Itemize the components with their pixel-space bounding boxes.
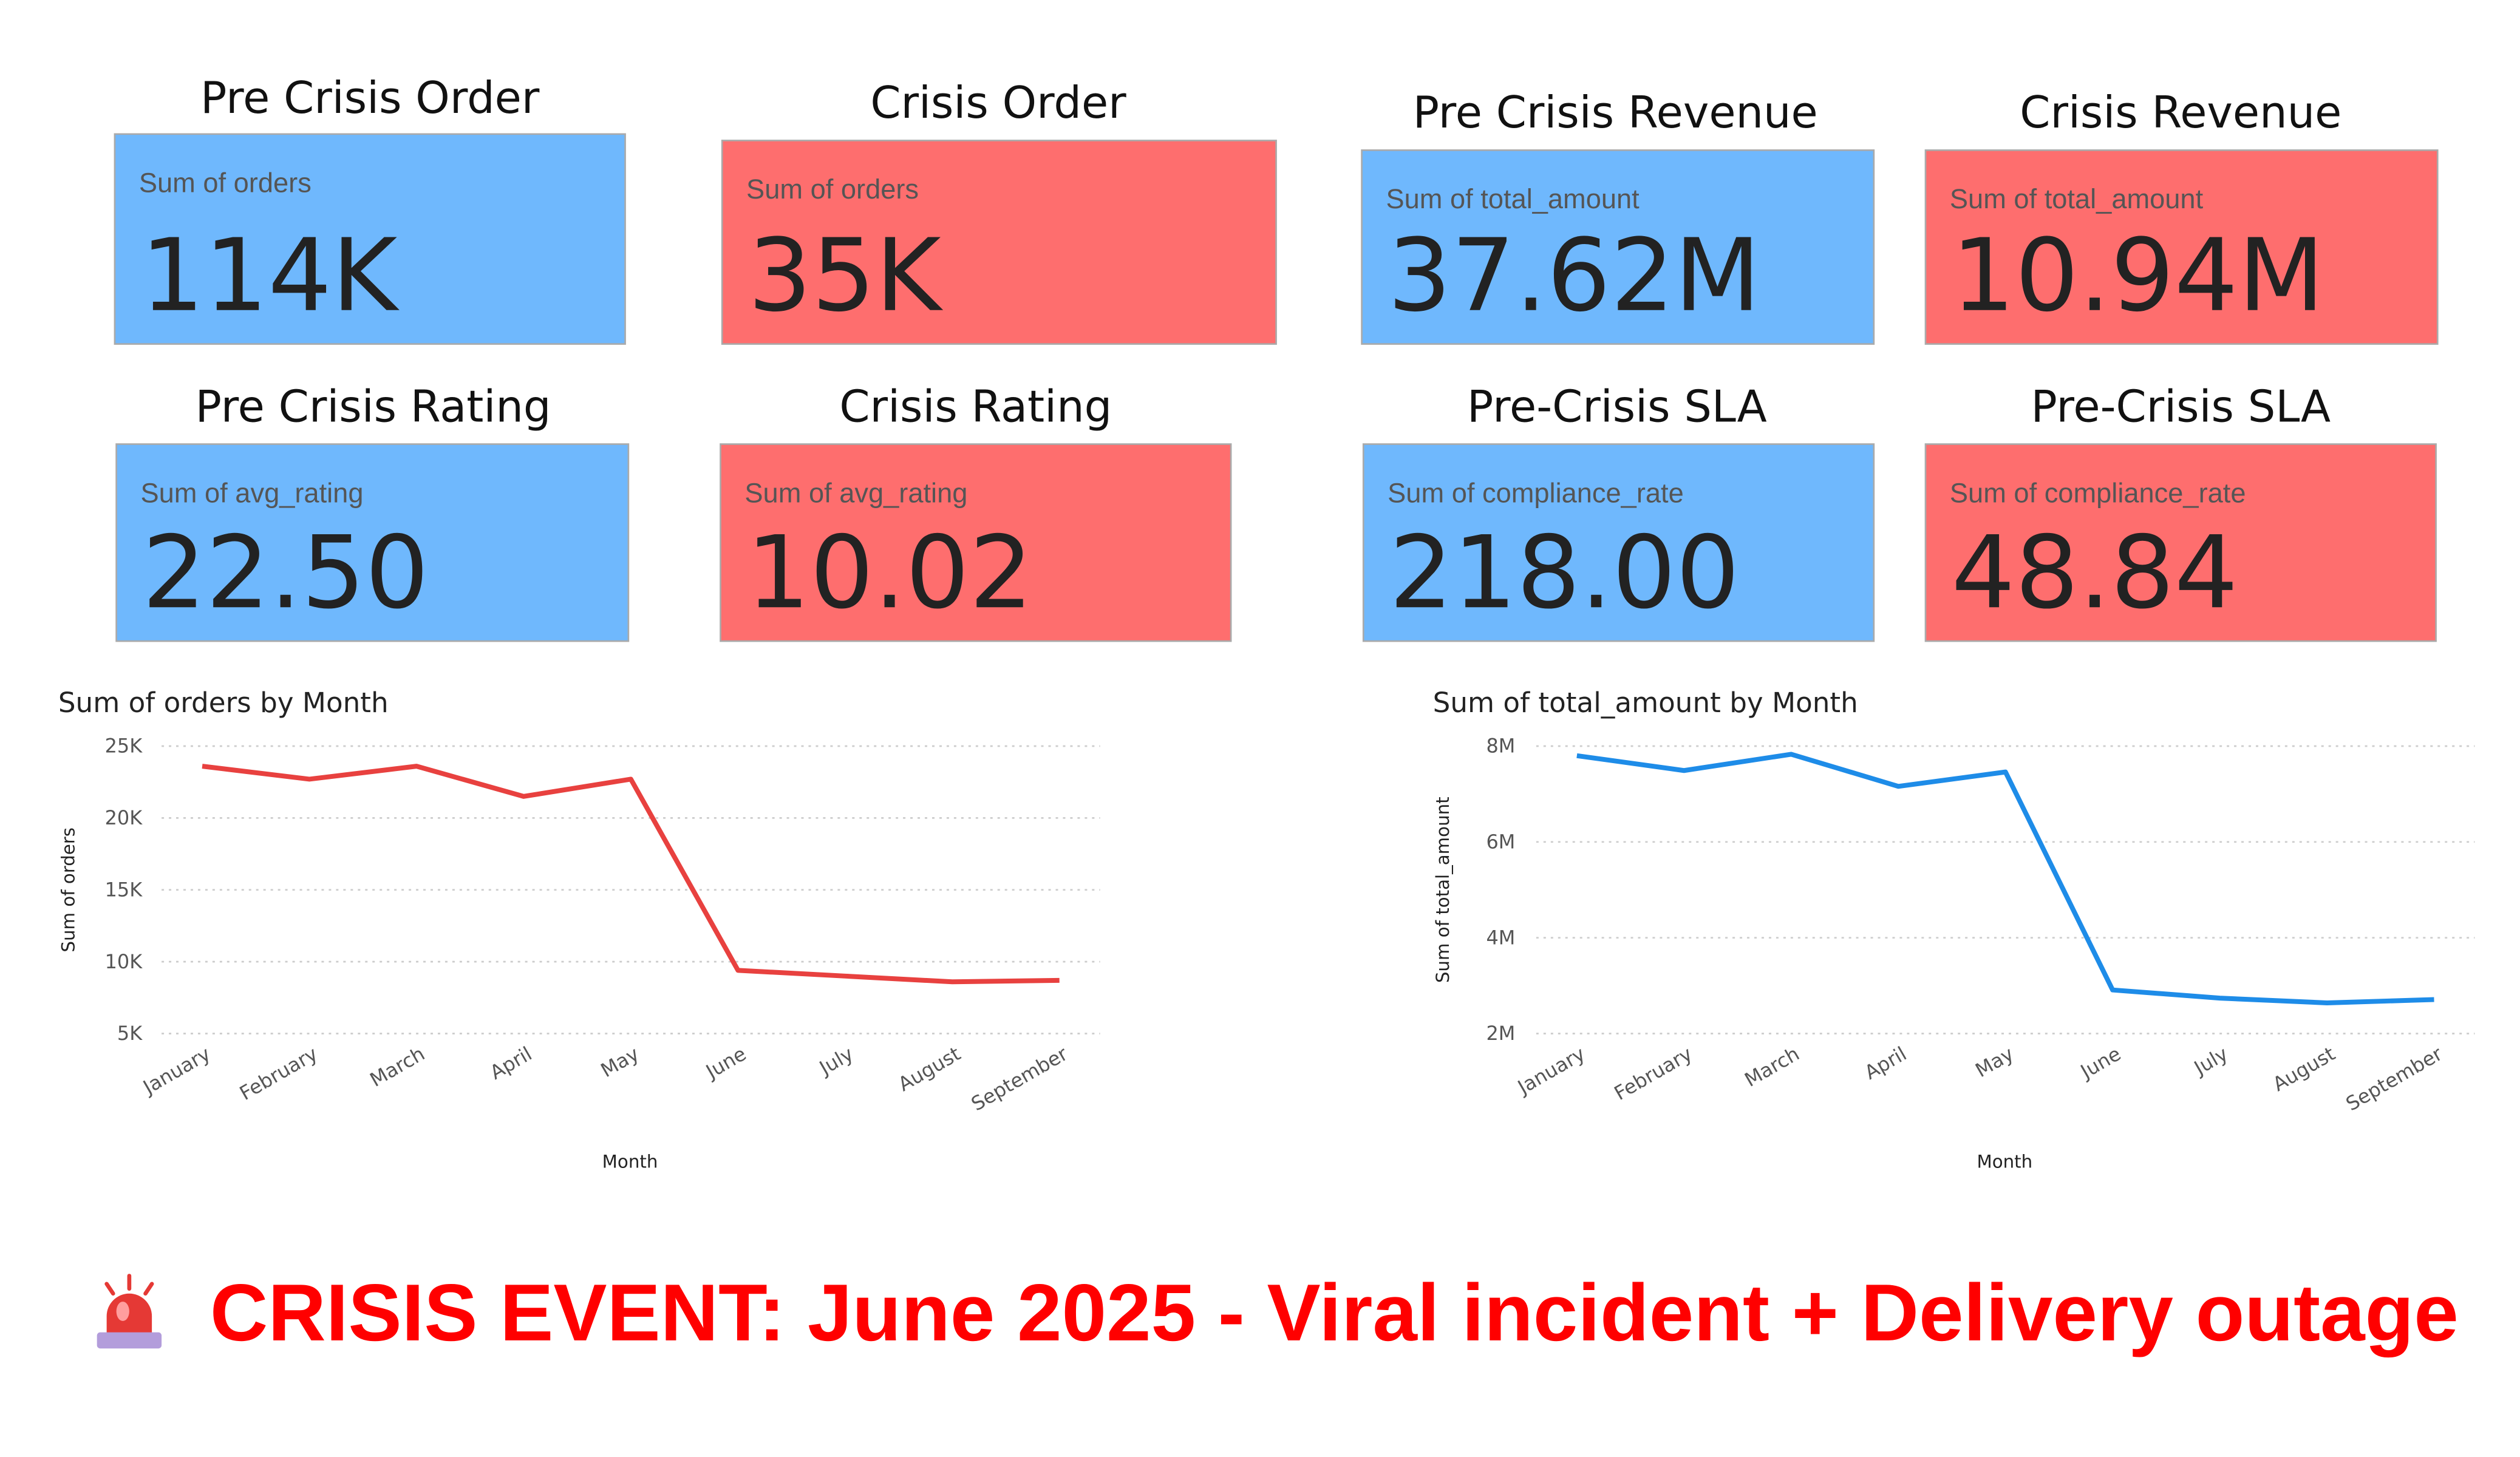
kpi-card: Pre Crisis Order Sum of orders 114K	[114, 72, 626, 345]
card-box	[115, 443, 630, 642]
card-label: Sum of compliance_rate	[1950, 477, 2246, 508]
y-tick-label: 2M	[1486, 1022, 1515, 1045]
card-title: Pre Crisis Revenue	[1413, 87, 1818, 138]
card-value: 114K	[141, 217, 400, 334]
card-title: Pre Crisis Order	[200, 72, 540, 123]
card-title: Pre Crisis Rating	[196, 381, 551, 432]
card-box	[1361, 149, 1875, 345]
card-title: Crisis Revenue	[2020, 87, 2341, 138]
kpi-card: Crisis Order Sum of orders 35K	[721, 77, 1277, 345]
card-label: Sum of total_amount	[1950, 183, 2204, 214]
card-label: Sum of orders	[746, 174, 919, 205]
x-axis-title: Month	[602, 1151, 658, 1172]
y-tick-label: 6M	[1486, 830, 1515, 853]
kpi-card: Pre-Crisis SLA Sum of compliance_rate 48.8…	[1924, 381, 2437, 642]
card-title: Pre-Crisis SLA	[1467, 381, 1767, 432]
card-value: 22.50	[142, 514, 429, 631]
card-title: Crisis Order	[870, 77, 1126, 128]
card-box	[720, 443, 1232, 642]
card-value: 48.84	[1952, 514, 2238, 631]
card-box	[114, 133, 626, 345]
card-value: 218.00	[1389, 514, 1740, 631]
card-label: Sum of compliance_rate	[1388, 477, 1684, 508]
data-line	[202, 764, 1060, 985]
y-tick-label: 20K	[105, 806, 143, 829]
crisis-banner: CRISIS EVENT: June 2025 - Viral incident…	[210, 1268, 2459, 1358]
y-tick-label: 25K	[105, 735, 143, 758]
y-axis-title: Sum of total_amount	[1432, 796, 1453, 983]
chart-title: Sum of total_amount by Month	[1433, 687, 1858, 719]
x-axis-title: Month	[1977, 1151, 2032, 1172]
card-box	[1924, 149, 2439, 345]
card-box	[1924, 443, 2437, 642]
card-label: Sum of total_amount	[1386, 183, 1640, 214]
kpi-card: Crisis Rating Sum of avg_rating 10.02	[720, 381, 1232, 642]
y-tick-label: 8M	[1486, 735, 1515, 758]
kpi-card: Pre-Crisis SLA Sum of compliance_rate 218.…	[1362, 381, 1875, 642]
card-label: Sum of avg_rating	[744, 477, 967, 508]
card-label: Sum of avg_rating	[141, 477, 364, 508]
chart-title: Sum of orders by Month	[58, 687, 389, 719]
card-value: 10.94M	[1952, 217, 2324, 334]
kpi-card: Pre Crisis Rating Sum of avg_rating 22.50	[115, 381, 630, 642]
card-box	[721, 140, 1277, 345]
card-title: Crisis Rating	[839, 381, 1112, 432]
card-box	[1362, 443, 1875, 642]
card-value: 37.62M	[1388, 217, 1760, 334]
card-value: 35K	[748, 217, 944, 334]
y-tick-label: 4M	[1486, 926, 1515, 949]
card-label: Sum of orders	[139, 168, 312, 199]
card-title: Pre-Crisis SLA	[2031, 381, 2331, 432]
y-tick-label: 5K	[117, 1022, 143, 1045]
y-axis-title: Sum of orders	[58, 827, 78, 953]
y-tick-label: 15K	[105, 878, 143, 901]
siren-icon	[97, 1274, 162, 1349]
y-tick-label: 10K	[105, 950, 143, 973]
kpi-card: Pre Crisis Revenue Sum of total_amount37.…	[1361, 87, 1875, 345]
data-line	[1576, 752, 2434, 1005]
card-value: 10.02	[746, 514, 1033, 631]
